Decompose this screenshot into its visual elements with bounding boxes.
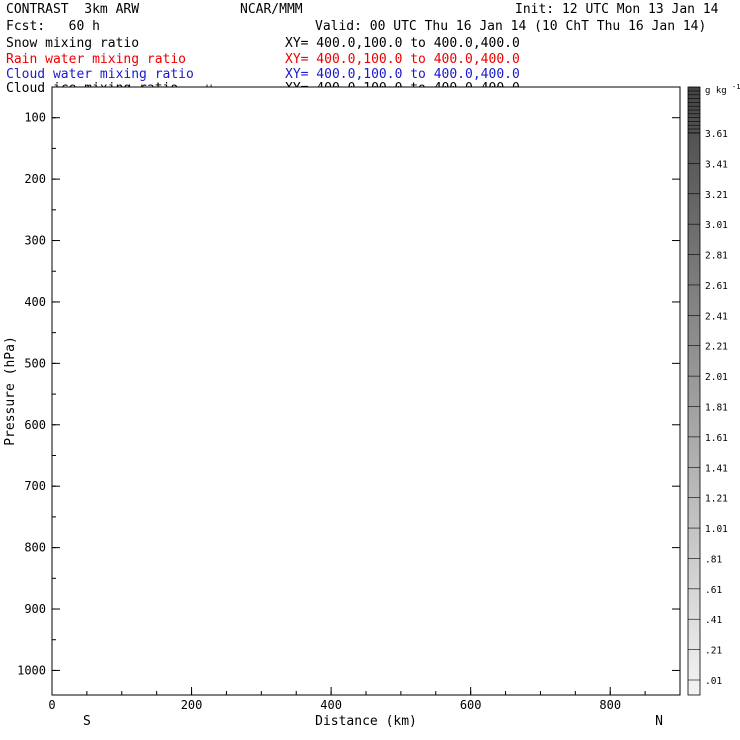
- legend-cloud-water-xy: XY= 400.0,100.0 to 400.0,400.0: [285, 67, 520, 82]
- colorbar-label: 2.01: [705, 372, 728, 383]
- x-end-label-south: S: [83, 714, 91, 729]
- y-tick-label: 600: [24, 418, 46, 432]
- valid-time: Valid: 00 UTC Thu 16 Jan 14 (10 ChT Thu …: [315, 19, 707, 34]
- y-tick-label: 100: [24, 111, 46, 125]
- colorbar-label: 2.21: [705, 342, 728, 353]
- y-tick-label: 900: [24, 602, 46, 616]
- x-tick-label: 200: [181, 698, 203, 712]
- colorbar-label: 2.81: [705, 251, 728, 262]
- colorbar-label: 2.41: [705, 311, 728, 322]
- y-tick-label: 300: [24, 234, 46, 248]
- colorbar-label: .21: [705, 646, 722, 657]
- colorbar-label: 1.81: [705, 403, 728, 414]
- x-tick-label: 800: [599, 698, 621, 712]
- colorbar-label: .61: [705, 585, 722, 596]
- colorbar-label: .41: [705, 615, 722, 626]
- x-axis-label: Distance (km): [315, 714, 417, 729]
- legend-snow-xy: XY= 400.0,100.0 to 400.0,400.0: [285, 36, 520, 51]
- y-tick-label: 500: [24, 356, 46, 370]
- x-end-label-north: N: [655, 714, 663, 729]
- colorbar-label: 3.61: [705, 129, 728, 140]
- colorbar-unit-exponent: -1: [732, 83, 740, 91]
- colorbar-label: 1.61: [705, 433, 728, 444]
- colorbar-label: 1.41: [705, 463, 728, 474]
- colorbar-label: .01: [705, 676, 722, 687]
- legend-cloud-water-name: Cloud water mixing ratio: [6, 67, 194, 82]
- x-tick-label: 400: [320, 698, 342, 712]
- legend-rain-xy: XY= 400.0,100.0 to 400.0,400.0: [285, 52, 520, 67]
- x-tick-label: 0: [48, 698, 55, 712]
- y-tick-label: 1000: [17, 663, 46, 677]
- y-tick-label: 200: [24, 172, 46, 186]
- colorbar-label: 3.41: [705, 159, 728, 170]
- x-tick-label: 600: [460, 698, 482, 712]
- y-tick-label: 800: [24, 541, 46, 555]
- plot-frame: [51, 86, 681, 696]
- y-axis-label: Pressure (hPa): [3, 336, 18, 446]
- colorbar-label: 2.61: [705, 281, 728, 292]
- y-tick-label: 400: [24, 295, 46, 309]
- colorbar-label: .81: [705, 554, 722, 565]
- legend-snow-name: Snow mixing ratio: [6, 36, 140, 51]
- init-time: Init: 12 UTC Mon 13 Jan 14: [515, 2, 719, 17]
- colorbar: [687, 86, 701, 696]
- y-tick-label: 700: [24, 479, 46, 493]
- legend-rain-name: Rain water mixing ratio: [6, 52, 187, 67]
- colorbar-label: 3.01: [705, 220, 728, 231]
- colorbar-label: 1.01: [705, 524, 728, 535]
- colorbar-label: 1.21: [705, 494, 728, 505]
- organization-label: NCAR/MMM: [240, 2, 303, 17]
- forecast-hour: Fcst: 60 h: [6, 19, 100, 34]
- colorbar-unit: g kg: [705, 86, 727, 96]
- colorbar-label: 3.21: [705, 190, 728, 201]
- model-title: CONTRAST 3km ARW: [6, 2, 140, 17]
